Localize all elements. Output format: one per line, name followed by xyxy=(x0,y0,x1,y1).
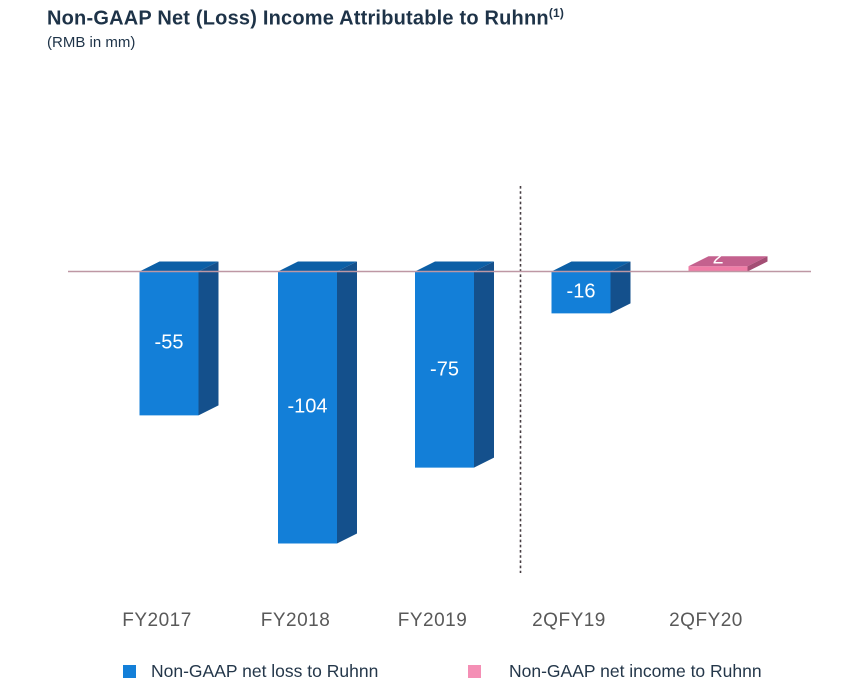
bar-FY2019-top xyxy=(415,261,494,272)
bar-value-label-FY2019: -75 xyxy=(430,358,459,381)
x-axis-label-FY2018: FY2018 xyxy=(260,610,331,631)
chart-title: Non-GAAP Net (Loss) Income Attributable … xyxy=(47,6,564,31)
bar-FY2017-top xyxy=(139,261,219,272)
legend-item-net-income: Non-GAAP net income to Ruhnn xyxy=(468,661,762,682)
bar-value-label-2QFY20: 2 xyxy=(712,246,724,269)
bar-FY2017-front xyxy=(139,271,199,416)
bar-2QFY20-side xyxy=(747,256,768,272)
bar-value-label-2QFY19: -16 xyxy=(566,280,596,303)
bar-value-label-FY2018: -104 xyxy=(287,395,328,418)
bar-FY2017-side xyxy=(198,261,219,416)
bar-2QFY19-side xyxy=(610,261,631,314)
x-axis-label-FY2019: FY2019 xyxy=(397,610,468,631)
bar-FY2018-front xyxy=(278,271,337,544)
bar-FY2019-side xyxy=(474,261,494,468)
legend-swatch-net-income xyxy=(468,665,481,678)
chart-title-text: Non-GAAP Net (Loss) Income Attributable … xyxy=(47,7,549,30)
bar-value-label-FY2017: -55 xyxy=(154,331,184,354)
bar-2QFY20-front xyxy=(688,266,748,272)
bar-2QFY19-top xyxy=(551,261,631,272)
x-axis-label-2QFY20: 2QFY20 xyxy=(669,610,743,631)
legend-swatch-net-loss xyxy=(123,665,136,678)
legend-label-net-loss: Non-GAAP net loss to Ruhnn xyxy=(151,661,379,681)
x-axis-label-2QFY19: 2QFY19 xyxy=(532,610,606,631)
legend-item-net-loss: Non-GAAP net loss to Ruhnn xyxy=(123,661,378,682)
chart-legend: Non-GAAP net loss to Ruhnn Non-GAAP net … xyxy=(0,661,864,687)
chart-header: Non-GAAP Net (Loss) Income Attributable … xyxy=(47,6,564,51)
bar-FY2018-side xyxy=(337,261,357,544)
bar-2QFY20-top xyxy=(688,256,768,267)
chart-subtitle: (RMB in mm) xyxy=(47,33,136,51)
bar-FY2019-front xyxy=(415,271,474,468)
legend-label-net-income: Non-GAAP net income to Ruhnn xyxy=(509,661,762,681)
bar-2QFY19-front xyxy=(551,271,611,314)
bar-FY2018-top xyxy=(278,261,357,272)
chart-title-footnote-marker: (1) xyxy=(548,6,565,20)
x-axis-label-FY2017: FY2017 xyxy=(122,610,192,631)
